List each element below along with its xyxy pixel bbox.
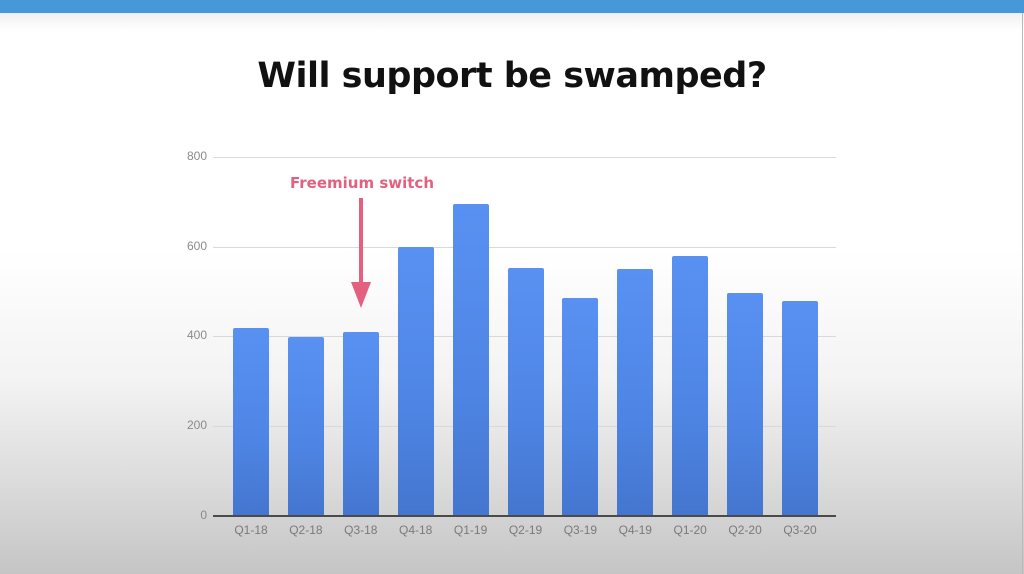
slide-edge: [1022, 13, 1023, 574]
bar-q2-20: [727, 292, 764, 516]
x-tick-label: Q3-18: [344, 523, 378, 537]
x-tick-label: Q2-19: [508, 523, 543, 537]
y-tick-label: 400: [186, 328, 207, 342]
x-tick-label: Q1-18: [234, 523, 268, 537]
top-accent-bar: [0, 0, 1024, 13]
bar-q2-19: [507, 267, 544, 516]
x-tick-label: Q2-20: [728, 523, 762, 537]
bar-q3-19: [562, 297, 599, 516]
x-tick-label: Q1-20: [673, 523, 707, 537]
x-axis-line: [213, 515, 836, 517]
x-tick-label: Q4-19: [618, 523, 652, 537]
bar-q4-18: [397, 246, 434, 516]
gridline-600: [213, 247, 836, 248]
bar-q2-18: [287, 336, 324, 516]
bar-q1-20: [672, 255, 709, 516]
freemium-switch-annotation: Freemium switch: [290, 174, 435, 192]
arrow-down-icon: [351, 282, 371, 308]
x-tick-label: Q4-18: [399, 523, 433, 537]
bar-q3-20: [782, 301, 818, 516]
bar-q1-18: [233, 327, 269, 516]
x-tick-label: Q2-18: [289, 523, 323, 537]
gridline-800: [213, 157, 836, 158]
x-tick-label: Q3-19: [563, 523, 598, 537]
annotation-arrow-shaft: [359, 198, 363, 282]
bar-q4-19: [617, 268, 654, 516]
y-tick-label: 200: [186, 418, 207, 432]
slide-title: Will support be swamped?: [257, 56, 767, 96]
top-bar-shadow: [0, 13, 1024, 31]
y-tick-label: 0: [200, 508, 207, 522]
y-tick-label: 800: [186, 149, 207, 163]
y-tick-label: 600: [186, 239, 207, 253]
bar-q3-18: [342, 332, 379, 516]
x-tick-label: Q3-20: [783, 523, 817, 537]
bar-q1-19: [452, 204, 489, 516]
x-tick-label: Q1-19: [453, 523, 488, 537]
